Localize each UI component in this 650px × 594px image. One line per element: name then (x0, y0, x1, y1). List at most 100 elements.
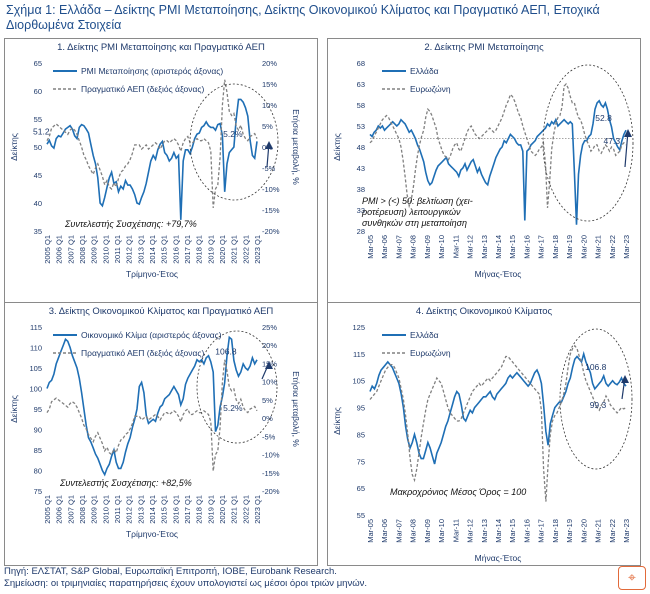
y2-tick-label: 10% (262, 378, 277, 387)
series-line-dashed (369, 344, 627, 502)
x-tick-label: 2010 Q1 (101, 235, 110, 264)
series-line-solid (369, 99, 627, 225)
annotation-text: Συντελεστής Συσχέτισης: +82,5% (59, 478, 192, 488)
x-tick-label: 2017 Q1 (183, 235, 192, 264)
chart-title: 4. Δείκτης Οικονομικού Κλίματος (415, 306, 553, 317)
chart-title: 2. Δείκτης PMI Μεταποίησης (424, 42, 544, 53)
x-tick-label: 2023 Q1 (253, 495, 262, 524)
x-tick-label: 2006 Q1 (55, 495, 64, 524)
y-axis-label: Δείκτης (9, 133, 19, 161)
x-tick-label: 2006 Q1 (55, 235, 64, 264)
x-tick-label: Mar-08 (409, 235, 418, 259)
y2-tick-label: -5% (262, 432, 276, 441)
chart-panel-esi: 4. Δείκτης Οικονομικού Κλίματος 125 115 10… (327, 302, 641, 566)
legend-label: Πραγματικό ΑΕΠ (δεξιός άξονας) (81, 348, 205, 358)
y-axis-label: Δείκτης (9, 395, 19, 423)
x-tick-label: Mar-16 (522, 519, 531, 543)
x-tick-label: 2007 Q1 (66, 495, 75, 524)
legend-label: PMI Μεταποίησης (αριστερός άξονας) (81, 66, 223, 76)
x-tick-label: Mar-12 (466, 519, 475, 543)
x-tick-label: 2020 Q1 (218, 235, 227, 264)
y2-tick-label: -20% (262, 487, 280, 496)
legend-label: Οικονομικό Κλίμα (αριστερός άξονας) (81, 330, 222, 340)
x-tick-label: 2005 Q1 (43, 495, 52, 524)
x-tick-label: 2007 Q1 (66, 235, 75, 264)
data-label: 51.2 (33, 126, 50, 136)
y-tick-label: 100 (29, 385, 42, 394)
x-tick-label: Mar-16 (522, 235, 531, 259)
arrow-head-icon (265, 361, 273, 369)
y-tick-label: 45 (34, 171, 42, 180)
y-tick-label: 33 (357, 206, 365, 215)
x-tick-label: 2009 Q1 (90, 495, 99, 524)
annotation-text: συνθηκών στη μεταποίηση (362, 218, 467, 228)
x-tick-label: Mar-07 (394, 235, 403, 259)
note-text: Σημείωση: οι τριμηνιαίες παρατηρήσεις έχ… (4, 578, 368, 589)
y2-tick-label: 20% (262, 59, 277, 68)
x-tick-label: Mar-19 (565, 235, 574, 259)
chart-svg: 125 115 105 95 85 75 65 55 Δείκτης Mar-05 Mar-06 Ma… (332, 323, 633, 563)
arrow-head-icon (621, 375, 629, 383)
data-label: 106.8 (585, 362, 607, 372)
series-line-dashed (46, 359, 258, 472)
highlight-circle (559, 328, 633, 470)
y-tick-label: 85 (357, 430, 365, 439)
y-tick-label: 55 (357, 511, 365, 520)
chart-panel-pmi: 2. Δείκτης PMI Μεταποίησης 68 63 58 53 48 43 3… (327, 38, 641, 321)
x-tick-label: Mar-15 (508, 235, 517, 259)
y2-tick-label: 15% (262, 80, 277, 89)
legend-label: Ελλάδα (410, 66, 439, 76)
chart-svg: 6560555045403520%15%10%5%0%-5%-10%-15%-2… (9, 59, 301, 279)
x-tick-label: Mar-09 (423, 519, 432, 543)
x-tick-label: Mar-19 (565, 519, 574, 543)
y-tick-label: 75 (34, 487, 42, 496)
x-tick-label: 2013 Q1 (136, 495, 145, 524)
y2-tick-label: 10% (262, 101, 277, 110)
x-axis-label: Μήνας-Έτος (475, 269, 522, 279)
x-tick-label: 2014 Q1 (148, 235, 157, 264)
highlight-circle (196, 330, 278, 444)
y2-tick-label: 25% (262, 323, 277, 332)
chart-svg: 115110105100959085807525%20%15%10%5%0%-5… (9, 323, 301, 539)
y-tick-label: 115 (30, 323, 42, 332)
y-tick-label: 75 (357, 457, 365, 466)
x-tick-label: 2009 Q1 (90, 235, 99, 264)
x-axis-label: Τρίμηνο-Έτος (126, 529, 178, 539)
y-axis-label: Δείκτης (332, 133, 342, 161)
y2-axis-label: Ετήσια μεταβολή, % (291, 109, 301, 185)
x-tick-label: 2019 Q1 (206, 235, 215, 264)
y-tick-label: 110 (30, 344, 42, 353)
y2-tick-label: -15% (262, 469, 280, 478)
legend-label: Ευρωζώνη (410, 84, 451, 94)
y-tick-label: 95 (34, 405, 42, 414)
x-tick-label: Mar-05 (366, 519, 375, 543)
chart-title: 1. Δείκτης PMI Μεταποίησης και Πραγματικ… (57, 42, 265, 53)
y-tick-label: 53 (357, 122, 365, 131)
y-tick-label: 28 (357, 227, 365, 236)
legend-label: Πραγματικό ΑΕΠ (δεξιός άξονας) (81, 84, 205, 94)
x-tick-label: Mar-22 (608, 235, 617, 259)
x-tick-label: 2018 Q1 (195, 235, 204, 264)
annotation-text: Μακροχρόνιος Μέσος Όρος = 100 (390, 487, 526, 497)
x-tick-label: 2015 Q1 (160, 235, 169, 264)
x-tick-label: 2023 Q1 (253, 235, 262, 264)
x-tick-label: 2008 Q1 (78, 495, 87, 524)
zoom-icon[interactable]: ⌖ (618, 566, 646, 590)
x-tick-label: 2021 Q1 (230, 235, 239, 264)
x-tick-label: 2012 Q1 (125, 235, 134, 264)
y-axis-label: Δείκτης (332, 407, 342, 435)
data-label: 47.3 (604, 136, 621, 146)
x-tick-label: 2014 Q1 (148, 495, 157, 524)
arrow-head-icon (624, 129, 632, 137)
series-line-dashed (46, 79, 258, 208)
y-tick-label: 80 (34, 467, 42, 476)
x-tick-label: Mar-17 (537, 519, 546, 543)
x-tick-label: Mar-14 (494, 519, 503, 543)
data-label: 52.8 (595, 113, 612, 123)
x-tick-label: Mar-20 (579, 519, 588, 543)
highlight-circle (542, 64, 634, 222)
y-tick-label: 43 (357, 164, 365, 173)
y-tick-label: 48 (357, 143, 365, 152)
source-text: Πηγή: ΕΛΣΤΑΤ, S&P Global, Ευρωπαϊκή Επιτ… (4, 566, 337, 577)
series-line-solid (46, 98, 258, 220)
